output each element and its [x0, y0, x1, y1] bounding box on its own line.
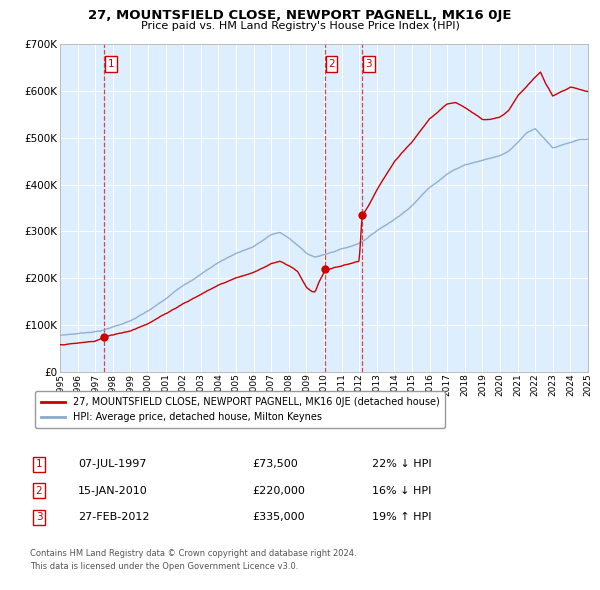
Text: £220,000: £220,000: [252, 486, 305, 496]
Text: 27, MOUNTSFIELD CLOSE, NEWPORT PAGNELL, MK16 0JE: 27, MOUNTSFIELD CLOSE, NEWPORT PAGNELL, …: [88, 9, 512, 22]
Text: 27-FEB-2012: 27-FEB-2012: [78, 513, 149, 522]
Text: Contains HM Land Registry data © Crown copyright and database right 2024.: Contains HM Land Registry data © Crown c…: [30, 549, 356, 558]
Text: 15-JAN-2010: 15-JAN-2010: [78, 486, 148, 496]
Text: This data is licensed under the Open Government Licence v3.0.: This data is licensed under the Open Gov…: [30, 562, 298, 571]
Text: 16% ↓ HPI: 16% ↓ HPI: [372, 486, 431, 496]
Text: 3: 3: [365, 59, 372, 69]
Text: £73,500: £73,500: [252, 460, 298, 469]
Text: 3: 3: [35, 513, 43, 522]
Legend: 27, MOUNTSFIELD CLOSE, NEWPORT PAGNELL, MK16 0JE (detached house), HPI: Average : 27, MOUNTSFIELD CLOSE, NEWPORT PAGNELL, …: [35, 391, 445, 428]
Text: 1: 1: [108, 59, 115, 69]
Text: 2: 2: [328, 59, 335, 69]
Text: £335,000: £335,000: [252, 513, 305, 522]
Text: Price paid vs. HM Land Registry's House Price Index (HPI): Price paid vs. HM Land Registry's House …: [140, 21, 460, 31]
Text: 07-JUL-1997: 07-JUL-1997: [78, 460, 146, 469]
Text: 19% ↑ HPI: 19% ↑ HPI: [372, 513, 431, 522]
Text: 2: 2: [35, 486, 43, 496]
Text: 1: 1: [35, 460, 43, 469]
Text: 22% ↓ HPI: 22% ↓ HPI: [372, 460, 431, 469]
